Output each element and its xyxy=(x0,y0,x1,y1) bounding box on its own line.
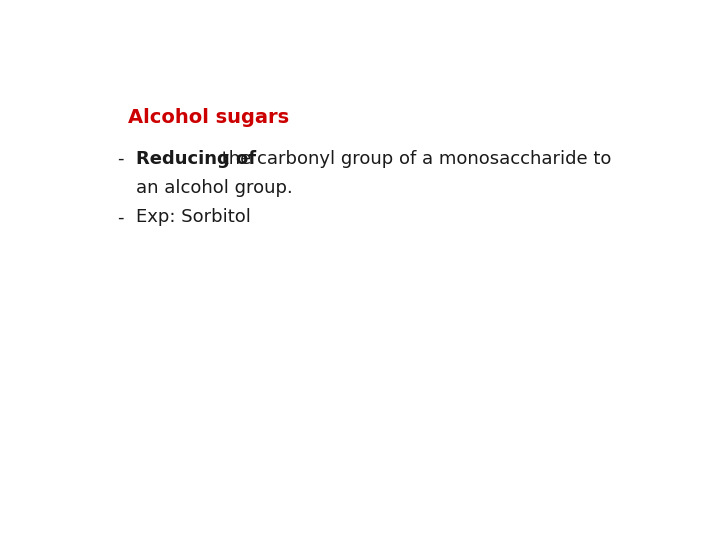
Text: Exp: Sorbitol: Exp: Sorbitol xyxy=(136,208,251,226)
Text: the carbonyl group of a monosaccharide to: the carbonyl group of a monosaccharide t… xyxy=(215,150,611,168)
Text: -: - xyxy=(117,208,123,226)
Text: -: - xyxy=(117,150,123,168)
Text: Reducing of: Reducing of xyxy=(136,150,256,168)
Text: Alcohol sugars: Alcohol sugars xyxy=(128,109,289,127)
Text: an alcohol group.: an alcohol group. xyxy=(136,179,292,197)
